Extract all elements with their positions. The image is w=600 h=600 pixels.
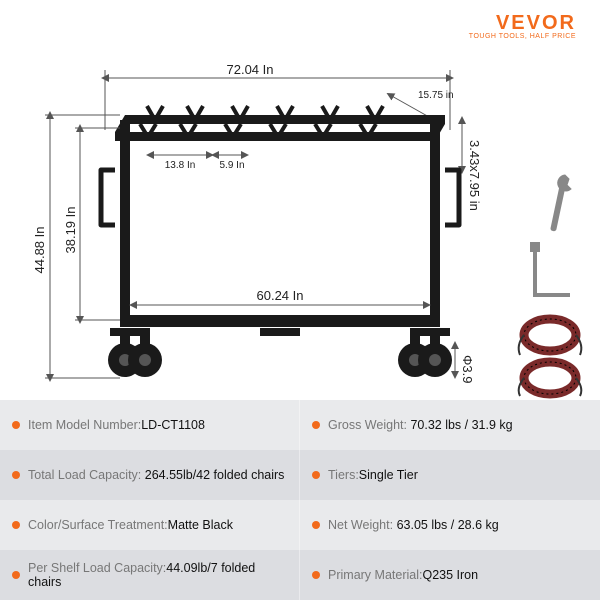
dim-depth: 15.75 in <box>418 90 454 101</box>
wrench-icon <box>551 175 571 231</box>
bullet-icon <box>12 471 20 479</box>
spec-cell: Total Load Capacity: 264.55lb/42 folded … <box>0 450 300 500</box>
spec-label: Color/Surface Treatment: <box>28 518 168 532</box>
accessories-icons <box>510 170 590 400</box>
dim-hook: 3.43x7.95 in <box>467 140 482 211</box>
bullet-icon <box>312 571 320 579</box>
spec-cell: Net Weight: 63.05 lbs / 28.6 kg <box>300 500 600 550</box>
brand-block: VEVOR TOUGH TOOLS, HALF PRICE <box>469 12 576 40</box>
brand-tagline: TOUGH TOOLS, HALF PRICE <box>469 33 576 40</box>
spec-value: Single Tier <box>359 468 418 482</box>
bullet-icon <box>12 521 20 529</box>
spec-label: Tiers: <box>328 468 359 482</box>
dim-height-outer: 44.88 In <box>32 227 47 274</box>
dim-seg-b: 5.9 In <box>219 160 244 171</box>
dim-wheel: Φ3.9 <box>460 355 475 383</box>
spec-cell: Tiers:Single Tier <box>300 450 600 500</box>
hex-key-icon <box>530 242 570 295</box>
spec-cell: Per Shelf Load Capacity:44.09lb/7 folded… <box>0 550 300 600</box>
spec-cell: Gross Weight: 70.32 lbs / 31.9 kg <box>300 400 600 450</box>
dim-height-inner: 38.19 In <box>63 207 78 254</box>
brand-name: VEVOR <box>469 12 576 35</box>
dim-width-top: 72.04 In <box>227 62 274 77</box>
spec-cell: Color/Surface Treatment:Matte Black <box>0 500 300 550</box>
spec-value: 70.32 lbs / 31.9 kg <box>410 418 512 432</box>
cart-frame <box>101 106 459 377</box>
spec-value: LD-CT1108 <box>141 418 205 432</box>
spec-label: Item Model Number: <box>28 418 141 432</box>
spec-table: Item Model Number:LD-CT1108 Gross Weight… <box>0 400 600 600</box>
spec-label: Total Load Capacity: <box>28 468 145 482</box>
spec-cell: Primary Material:Q235 Iron <box>300 550 600 600</box>
bullet-icon <box>12 571 20 579</box>
bullet-icon <box>312 421 320 429</box>
dim-seg-a: 13.8 In <box>165 160 196 171</box>
spec-label: Net Weight: <box>328 518 397 532</box>
spec-label: Per Shelf Load Capacity: <box>28 561 166 575</box>
spec-value: 63.05 lbs / 28.6 kg <box>397 518 499 532</box>
bullet-icon <box>312 471 320 479</box>
spec-value: Matte Black <box>168 518 233 532</box>
bullet-icon <box>12 421 20 429</box>
spec-value: Q235 Iron <box>422 568 478 582</box>
strap-icon <box>519 319 582 355</box>
bullet-icon <box>312 521 320 529</box>
dim-inner-width: 60.24 In <box>257 288 304 303</box>
spec-value: 264.55lb/42 folded chairs <box>145 468 285 482</box>
strap-icon <box>519 362 582 396</box>
spec-label: Primary Material: <box>328 568 422 582</box>
product-dimension-diagram: 72.04 In 15.75 in 3.43x7.95 in <box>20 60 500 400</box>
spec-cell: Item Model Number:LD-CT1108 <box>0 400 300 450</box>
spec-label: Gross Weight: <box>328 418 410 432</box>
